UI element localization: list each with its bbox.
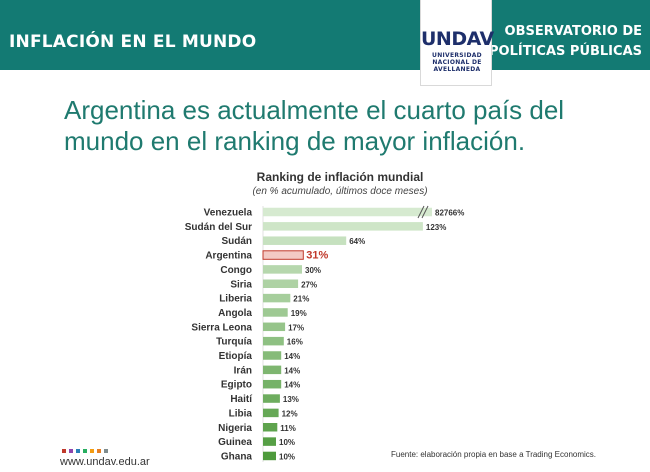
bar (263, 379, 282, 389)
category-label: Nigeria (218, 423, 252, 434)
org-title-line-1: OBSERVATORIO DE (504, 24, 642, 39)
axis-break-mark (421, 205, 429, 219)
category-label: Egipto (221, 380, 252, 391)
value-label: 21% (293, 295, 309, 304)
category-label: Irán (234, 365, 252, 376)
brand-dot (97, 449, 101, 453)
brand-dots (62, 449, 108, 453)
bar (263, 437, 276, 446)
value-label: 13% (283, 395, 299, 404)
category-label: Sudán (221, 236, 252, 247)
value-label: 14% (284, 352, 300, 361)
bar (263, 207, 432, 217)
bar (263, 394, 280, 403)
bar (263, 279, 299, 288)
bar (263, 265, 302, 274)
bar (263, 423, 278, 432)
bar (263, 408, 279, 418)
category-label: Venezuela (204, 208, 253, 219)
bar (263, 236, 347, 245)
value-label: 10% (279, 452, 295, 461)
org-title-line-2: POLÍTICAS PÚBLICAS (489, 44, 642, 59)
value-label: 30% (305, 266, 321, 275)
value-label: 19% (291, 309, 307, 318)
value-label: 10% (279, 438, 295, 447)
category-label: Angola (218, 308, 252, 319)
logo-sub-line-3: AVELLANEDA (433, 66, 481, 73)
category-label: Haití (230, 394, 253, 405)
headline: Argentina es actualmente el cuarto país … (64, 95, 565, 156)
brand-dot (76, 449, 80, 453)
bar (263, 351, 282, 360)
bar (263, 293, 291, 303)
category-label: Turquía (216, 337, 252, 348)
value-label: 82766% (435, 209, 464, 218)
category-label: Congo (220, 265, 252, 276)
value-label: 14% (284, 381, 300, 390)
brand-dot (62, 449, 66, 453)
section-title: INFLACIÓN EN EL MUNDO (9, 32, 257, 52)
value-label: 14% (284, 366, 300, 375)
website-link[interactable]: www.undav.edu.ar (60, 456, 150, 468)
undav-logo: UNDAV UNIVERSIDAD NACIONAL DE AVELLANEDA (420, 0, 494, 86)
category-label: Sudán del Sur (185, 222, 252, 233)
bar (263, 451, 276, 461)
logo-sub-line-2: NACIONAL DE (432, 59, 482, 66)
brand-dot (90, 449, 94, 453)
header-bar: INFLACIÓN EN EL MUNDO OBSERVATORIO DE PO… (0, 0, 650, 70)
source-note: Fuente: elaboración propia en base a Tra… (390, 450, 596, 459)
logo-subtitle: UNIVERSIDAD NACIONAL DE AVELLANEDA (421, 52, 493, 73)
bar (263, 322, 286, 332)
category-label: Sierra Leona (191, 322, 252, 333)
category-label: Guinea (218, 437, 252, 448)
bar (263, 222, 423, 231)
category-label: Liberia (219, 294, 252, 305)
brand-dot (83, 449, 87, 453)
logo-wordmark: UNDAV (421, 28, 494, 50)
category-label: Argentina (205, 251, 252, 262)
value-label: 12% (282, 409, 298, 418)
axis-break-mark (417, 205, 425, 219)
chart-subtitle: (en % acumulado, últimos doce meses) (252, 186, 428, 197)
value-label: 17% (288, 323, 304, 332)
category-label: Libia (229, 408, 253, 419)
value-label: 31% (306, 250, 328, 262)
bar (262, 250, 304, 260)
chart-title: Ranking de inflación mundial (256, 170, 424, 184)
value-label: 27% (301, 280, 317, 289)
logo-sub-line-1: UNIVERSIDAD (432, 52, 482, 59)
bar (263, 365, 282, 375)
value-label: 123% (426, 223, 446, 232)
org-title: OBSERVATORIO DE POLÍTICAS PÚBLICAS (482, 22, 642, 62)
bar (263, 336, 284, 346)
bar (263, 308, 288, 317)
value-label: 16% (287, 338, 303, 347)
brand-dot (69, 449, 73, 453)
category-label: Etiopía (219, 351, 253, 362)
value-label: 11% (280, 424, 296, 433)
category-label: Ghana (221, 451, 253, 462)
category-label: Siria (230, 279, 252, 290)
brand-dot (104, 449, 108, 453)
value-label: 64% (349, 237, 365, 246)
